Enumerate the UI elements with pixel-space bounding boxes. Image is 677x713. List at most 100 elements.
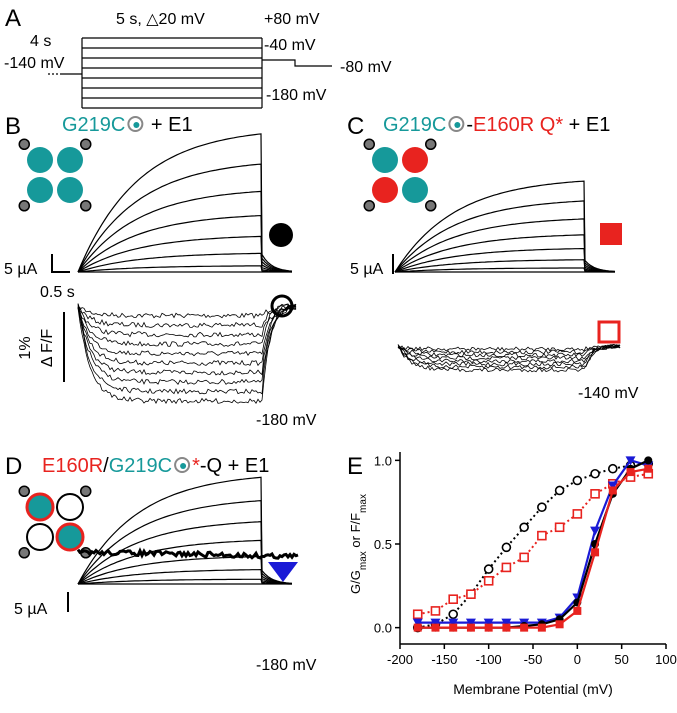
q-icon [448, 116, 465, 132]
current-trace [77, 265, 293, 273]
data-point [625, 456, 636, 466]
fluorescence-trace [397, 344, 621, 370]
data-point [572, 509, 583, 519]
symbol [268, 562, 298, 582]
data-point [483, 618, 494, 628]
scale-label: 5 µA [350, 261, 384, 278]
data-point [590, 489, 600, 499]
accessory-subunit [425, 200, 437, 212]
subunit [56, 493, 84, 521]
data-point [465, 618, 476, 628]
panel-title: / [103, 455, 109, 477]
data-point [554, 485, 565, 496]
data-point [555, 620, 564, 629]
data-point [430, 606, 441, 616]
channel-diagram [18, 138, 92, 212]
accessory-subunit [18, 547, 30, 559]
data-point [607, 463, 618, 474]
protocol-label: 5 s, △20 mV [116, 11, 205, 28]
data-point [644, 456, 653, 465]
symbol [269, 223, 293, 247]
x-tick-label: 0 [574, 652, 581, 667]
channel-diagram [363, 138, 437, 212]
data-point [590, 526, 601, 536]
fluorescence-trace [77, 303, 297, 328]
subunit [402, 177, 428, 203]
panel-title: + E1 [145, 114, 192, 136]
panel-label: E [347, 453, 363, 480]
current-trace [394, 259, 615, 273]
accessory-subunit [363, 200, 375, 212]
data-point [573, 606, 582, 615]
q-dot [454, 122, 461, 128]
accessory-subunit [18, 200, 30, 212]
y-axis-label-part: max [358, 494, 369, 513]
fluorescence-trace [397, 344, 621, 367]
panel-title: G219C [62, 114, 125, 136]
data-point [519, 522, 529, 533]
y-tick-label: 0.0 [374, 621, 392, 636]
subunit [57, 147, 83, 173]
current-trace [77, 578, 292, 585]
voltage-label: -140 mV [578, 385, 639, 402]
symbol [597, 320, 621, 344]
protocol-diagram [48, 37, 332, 109]
current-trace [394, 234, 616, 273]
data-point [483, 575, 494, 586]
fluorescence-trace [77, 304, 297, 386]
accessory-subunit [80, 485, 92, 497]
panel-label: B [5, 113, 21, 140]
panel-title: E160R Q* [473, 114, 563, 136]
fluorescence-trace [77, 304, 297, 367]
panel-label: A [5, 5, 21, 32]
fluorescence-trace [397, 343, 621, 355]
panel-title: G219C [109, 455, 172, 477]
fluorescence-trace [76, 547, 299, 560]
data-point [501, 618, 512, 628]
scale-label: 5 µA [14, 601, 48, 618]
fluorescence-trace [77, 306, 297, 395]
scale-bar [51, 254, 70, 382]
x-axis-label: Membrane Potential (mV) [453, 681, 613, 697]
fluorescence-trace [397, 344, 621, 361]
current-trace [394, 200, 616, 273]
scale-label: 5 µA [4, 261, 38, 278]
symbol [600, 223, 622, 245]
protocol-label: 4 s [30, 33, 51, 50]
data-point [413, 623, 422, 632]
scale-label: 0.5 s [40, 284, 75, 301]
current-trace [77, 163, 293, 273]
data-point [412, 609, 423, 620]
panel-title: E160R [42, 455, 103, 477]
data-point [626, 468, 635, 477]
current-trace [394, 218, 616, 273]
panel-title: - [466, 114, 473, 136]
data-point [537, 623, 546, 632]
accessory-subunit [18, 485, 30, 497]
panel-label: C [347, 113, 364, 140]
current-trace [394, 248, 616, 273]
x-tick-label: -50 [524, 652, 543, 667]
data-point [608, 486, 617, 495]
panel-title: -Q + E1 [200, 455, 269, 477]
data-point [466, 589, 476, 599]
q-dot [133, 122, 140, 128]
y-tick-label: 1.0 [374, 453, 392, 468]
fluorescence-trace [77, 305, 297, 376]
subunit [27, 147, 53, 173]
x-tick-label: 50 [614, 652, 628, 667]
data-point [554, 522, 565, 533]
data-point [431, 623, 440, 632]
data-point [484, 623, 493, 632]
current-trace [77, 252, 293, 273]
panel-title: G219C [383, 114, 446, 136]
protocol-label: -80 mV [340, 59, 392, 76]
fluorescence-trace [77, 304, 297, 405]
data-point [502, 623, 511, 632]
panel-title: + E1 [563, 114, 610, 136]
subunit [26, 523, 54, 551]
y-axis-label-part: max [358, 551, 369, 570]
accessory-subunit [80, 200, 92, 212]
